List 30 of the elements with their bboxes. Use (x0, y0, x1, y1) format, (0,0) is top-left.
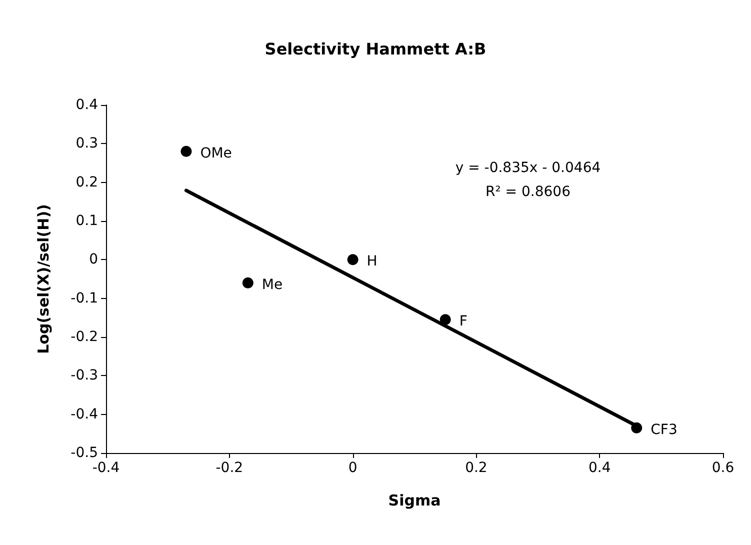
annotation: y = -0.835x - 0.0464 (455, 160, 601, 176)
y-tick-label: -0.3 (70, 368, 98, 384)
x-tick-label: 0.6 (712, 460, 734, 476)
point (440, 314, 451, 326)
x-tick-label: 0.2 (465, 460, 488, 476)
annotation: H (366, 254, 378, 270)
y-tick-label: 0.2 (76, 174, 98, 190)
point (242, 277, 254, 288)
y-tick-label: 0.1 (76, 213, 98, 229)
annotation: F (459, 314, 468, 330)
x-tick-label: 0 (348, 460, 358, 476)
x-axis-title: Sigma (388, 492, 441, 510)
y-tick-label: -0.1 (70, 290, 98, 306)
chart-title: Selectivity Hammett A:B (264, 40, 486, 58)
y-tick-label: -0.4 (70, 406, 98, 422)
y-tick-label: 0.4 (76, 97, 98, 113)
point (180, 146, 192, 157)
y-tick-label: 0.3 (76, 136, 98, 152)
annotation: R² = 0.8606 (486, 184, 571, 200)
annotation: CF3 (650, 422, 678, 438)
y-tick-label: -0.2 (70, 329, 98, 345)
y-axis-title: Log(sel(X)/sel(H)) (34, 204, 52, 354)
x-tick-label: 0.4 (588, 460, 611, 476)
y-tick-label: 0 (89, 252, 98, 268)
point (347, 254, 358, 266)
x-tick-label: -0.4 (92, 460, 120, 476)
annotation: OMe (200, 145, 232, 162)
x-tick-label: -0.2 (216, 460, 244, 476)
y-tick-label: -0.5 (70, 445, 98, 461)
annotation: Me (262, 276, 283, 293)
